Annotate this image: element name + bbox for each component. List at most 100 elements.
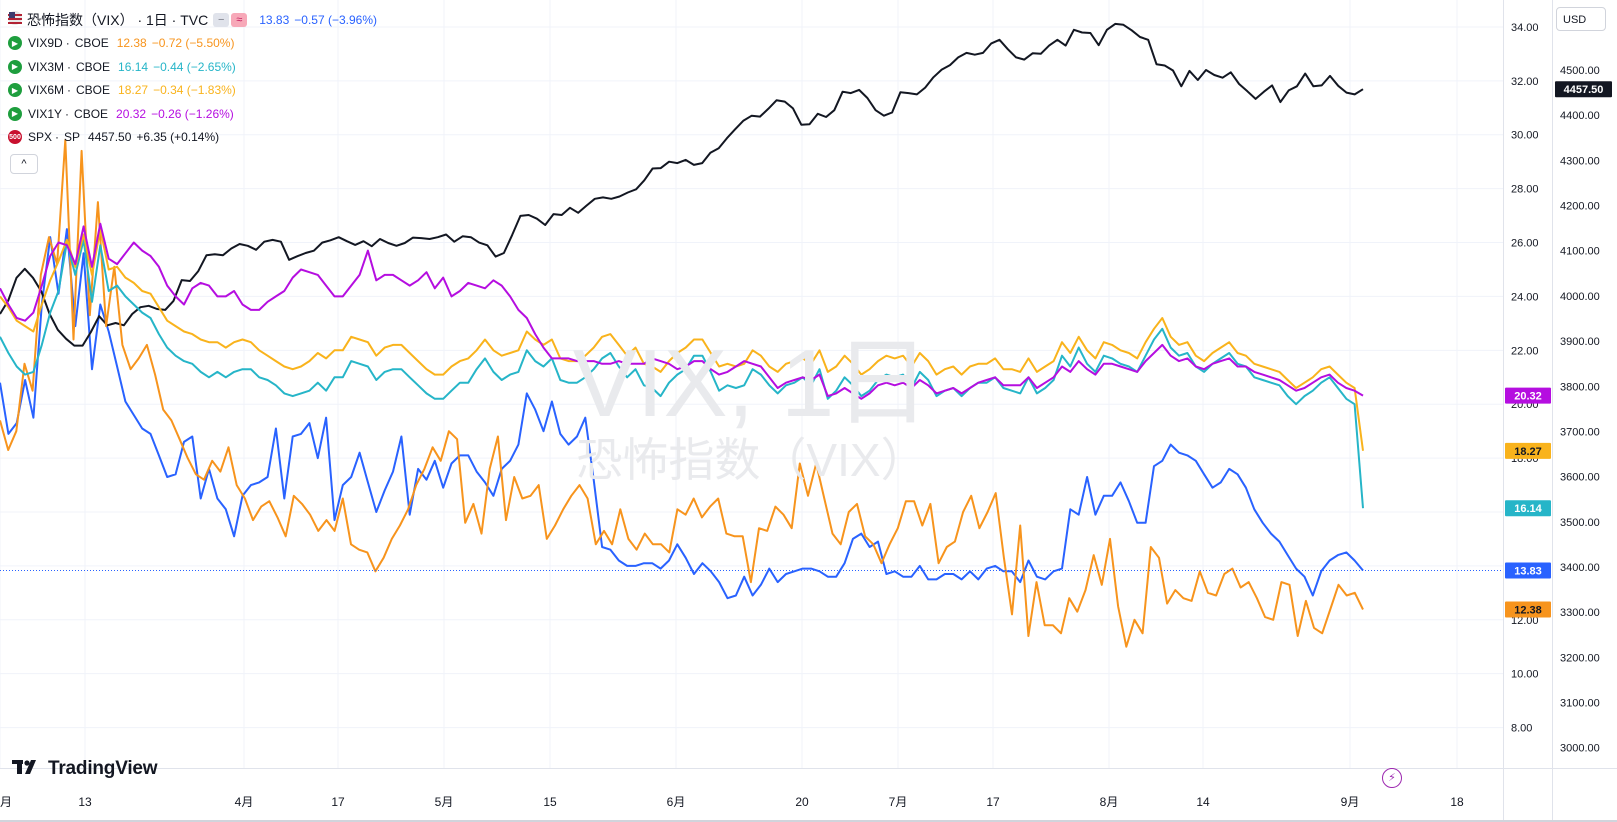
x-tick-label: 7月 xyxy=(889,795,908,809)
series-line-vix9d xyxy=(0,139,1364,648)
legend-value: 18.27 xyxy=(118,83,149,98)
price-badge-label: 20.32 xyxy=(1514,391,1542,403)
symbol-title[interactable]: 恐怖指数（VIX） · 1日 · TVC xyxy=(27,11,209,28)
x-tick-label: 20 xyxy=(795,795,809,809)
currency-selector[interactable]: USD xyxy=(1556,7,1606,31)
legend-symbol[interactable]: VIX6M xyxy=(28,83,65,98)
y-right-tick-label: 3500.00 xyxy=(1560,517,1600,529)
series-line-spx xyxy=(0,22,1364,347)
legend-separator: · xyxy=(67,83,72,98)
y-right-tick-label: 4200.00 xyxy=(1560,201,1600,213)
legend-exchange: CBOE xyxy=(76,83,111,98)
x-tick-label: 8月 xyxy=(1100,795,1119,809)
series-line-vix xyxy=(0,228,1364,600)
main-change: −0.57 (−3.96%) xyxy=(294,12,377,27)
legend-symbol[interactable]: VIX3M xyxy=(28,59,65,74)
price-badge-label: 16.14 xyxy=(1514,503,1542,515)
y-right-tick-label: 4100.00 xyxy=(1560,246,1600,258)
legend-separator: · xyxy=(67,59,72,74)
collapse-legend-button[interactable]: ^ xyxy=(10,154,38,174)
y-left-tick-label: 26.00 xyxy=(1511,238,1539,250)
y-right-tick-label: 3700.00 xyxy=(1560,426,1600,438)
legend-main-row[interactable]: 恐怖指数（VIX） · 1日 · TVC − ≈ 13.83 −0.57 (−3… xyxy=(8,8,382,32)
legend-exchange: CBOE xyxy=(76,59,111,74)
sp500-icon: 500 xyxy=(8,130,22,145)
price-badge-bg xyxy=(1505,442,1551,459)
price-badge-bg xyxy=(1505,601,1551,618)
legend-change: −0.26 (−1.26%) xyxy=(151,106,234,121)
x-tick-label: 14 xyxy=(1196,795,1210,809)
legend: 恐怖指数（VIX） · 1日 · TVC − ≈ 13.83 −0.57 (−3… xyxy=(8,8,382,149)
legend-change: −0.44 (−2.65%) xyxy=(153,59,236,74)
arrow-right-icon: ▶ xyxy=(8,36,22,51)
main-price: 13.83 xyxy=(259,12,290,27)
y-right-tick-label: 3300.00 xyxy=(1560,607,1600,619)
y-right-tick-label: 3000.00 xyxy=(1560,743,1600,755)
legend-row-vix3m[interactable]: ▶ VIX3M · CBOE 16.14 −0.44 (−2.65%) xyxy=(8,55,382,79)
y-right-tick-label: 3900.00 xyxy=(1560,336,1600,348)
legend-value: 12.38 xyxy=(116,36,147,51)
legend-value: 20.32 xyxy=(116,106,147,121)
legend-value: 16.14 xyxy=(118,59,149,74)
legend-separator: · xyxy=(65,106,70,121)
price-badge-label: 4457.50 xyxy=(1564,84,1604,96)
y-left-tick-label: 30.00 xyxy=(1511,130,1539,142)
tradingview-logo[interactable]: TradingView xyxy=(12,758,158,780)
x-tick-label: 9月 xyxy=(1341,795,1360,809)
logo-text: TradingView xyxy=(48,758,158,779)
x-tick-label: 5月 xyxy=(435,795,454,809)
minus-icon[interactable]: − xyxy=(213,12,230,27)
y-right-tick-label: 4000.00 xyxy=(1560,291,1600,303)
y-right-tick-label: 3600.00 xyxy=(1560,472,1600,484)
y-right-tick-label: 3400.00 xyxy=(1560,562,1600,574)
legend-row-vix1y[interactable]: ▶ VIX1Y · CBOE 20.32 −0.26 (−1.26%) xyxy=(8,102,382,126)
y-right-tick-label: 4300.00 xyxy=(1560,155,1600,167)
legend-separator: · xyxy=(55,130,60,145)
x-tick-label: 15 xyxy=(543,795,557,809)
x-tick-label: 13 xyxy=(78,795,92,809)
x-tick-label: 6月 xyxy=(667,795,686,809)
legend-separator: · xyxy=(65,36,70,51)
series-line-vix6m xyxy=(0,228,1364,451)
legend-row-vix6m[interactable]: ▶ VIX6M · CBOE 18.27 −0.34 (−1.83%) xyxy=(8,79,382,103)
arrow-right-icon: ▶ xyxy=(8,106,22,121)
x-tick-label: 18 xyxy=(1450,795,1464,809)
price-badge-bg xyxy=(1505,562,1551,579)
y-left-tick-label: 34.00 xyxy=(1511,22,1539,34)
y-left-tick-label: 32.00 xyxy=(1511,76,1539,88)
y-right-tick-label: 3100.00 xyxy=(1560,697,1600,709)
legend-change: −0.72 (−5.50%) xyxy=(151,36,235,51)
arrow-right-icon: ▶ xyxy=(8,59,22,74)
x-tick-label: 月 xyxy=(0,795,12,809)
approx-icon[interactable]: ≈ xyxy=(231,12,248,27)
legend-row-vix9d[interactable]: ▶ VIX9D · CBOE 12.38 −0.72 (−5.50%) xyxy=(8,32,382,56)
price-badge-bg xyxy=(1505,387,1551,404)
flash-icon[interactable]: ⚡ xyxy=(1382,768,1402,788)
y-left-tick-label: 24.00 xyxy=(1511,291,1539,303)
series-line-vix1y xyxy=(0,222,1364,400)
legend-symbol[interactable]: VIX9D xyxy=(28,36,63,51)
y-left-tick-label: 12.00 xyxy=(1511,615,1539,627)
tradingview-mark-icon xyxy=(12,759,42,779)
x-tick-label: 17 xyxy=(331,795,345,809)
legend-exchange: SP xyxy=(64,130,81,145)
price-badge-label: 12.38 xyxy=(1514,605,1542,617)
legend-change: +6.35 (+0.14%) xyxy=(136,130,220,145)
price-badge-label: 13.83 xyxy=(1514,565,1542,577)
legend-exchange: CBOE xyxy=(74,106,109,121)
price-badge-label: 18.27 xyxy=(1514,446,1542,458)
legend-row-spx[interactable]: 500 SPX · SP 4457.50 +6.35 (+0.14%) xyxy=(8,126,382,150)
legend-value: 4457.50 xyxy=(88,130,132,145)
legend-exchange: CBOE xyxy=(74,36,109,51)
y-left-tick-label: 8.00 xyxy=(1511,723,1532,735)
y-left-tick-label: 10.00 xyxy=(1511,669,1539,681)
legend-symbol[interactable]: VIX1Y xyxy=(28,106,63,121)
legend-change: −0.34 (−1.83%) xyxy=(153,83,236,98)
legend-symbol[interactable]: SPX xyxy=(28,130,53,145)
price-badge-bg xyxy=(1505,500,1551,517)
price-badge-bg xyxy=(1555,81,1612,98)
arrow-right-icon: ▶ xyxy=(8,83,22,98)
y-right-tick-label: 3200.00 xyxy=(1560,652,1600,664)
